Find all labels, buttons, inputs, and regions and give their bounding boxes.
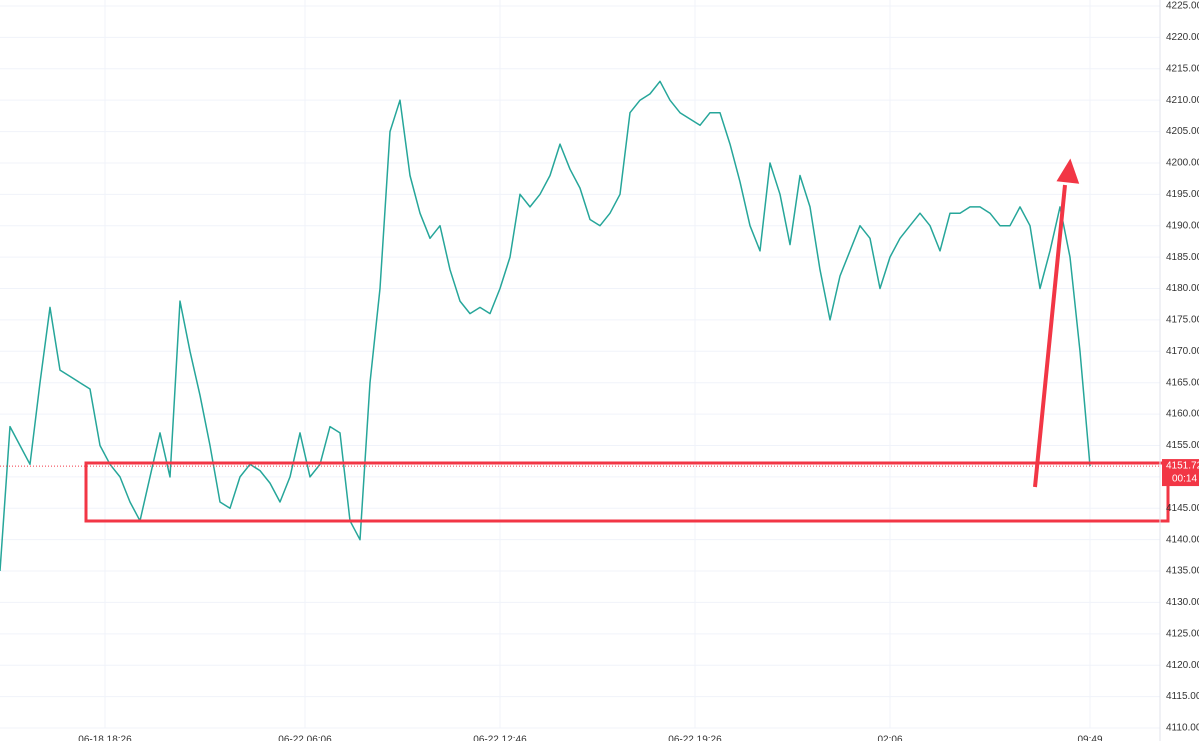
highlight-box: [84, 461, 1170, 523]
x-tick-label: 09:49: [1077, 735, 1102, 741]
y-tick-label: 4170.00: [1166, 346, 1199, 357]
arrow-head: [1056, 158, 1080, 184]
y-tick-label: 4175.00: [1166, 315, 1199, 326]
y-tick-label: 4155.00: [1166, 440, 1199, 451]
price-axis: 4110.00 4115.00 4120.00 4125.00 4130.00 4135.…: [78, 1, 1199, 741]
x-tick-label: 06-22 06:06: [278, 735, 332, 741]
y-tick-label: 4125.00: [1166, 628, 1199, 639]
y-tick-label: 4215.00: [1166, 63, 1199, 74]
y-tick-label: 4225.00: [1166, 1, 1199, 12]
x-tick-label: 06-22 19:26: [668, 735, 722, 741]
y-tick-label: 4200.00: [1166, 158, 1199, 169]
y-tick-label: 4210.00: [1166, 95, 1199, 106]
y-tick-label: 4195.00: [1166, 189, 1199, 200]
y-tick-label: 4190.00: [1166, 220, 1199, 231]
y-tick-label: 4130.00: [1166, 597, 1199, 608]
y-tick-label: 4120.00: [1166, 660, 1199, 671]
x-tick-label: 02:06: [877, 735, 902, 741]
x-tick-label: 06-22 12:46: [473, 735, 527, 741]
last-price-label: 4151.72: [1166, 461, 1199, 472]
y-tick-label: 4135.00: [1166, 566, 1199, 577]
last-price-badge: [1162, 459, 1199, 487]
y-tick-label: 4145.00: [1166, 503, 1199, 514]
plot: [0, 80, 1160, 572]
arrow-shaft: [1033, 184, 1067, 488]
y-tick-label: 4110.00: [1166, 723, 1199, 734]
y-tick-label: 4185.00: [1166, 252, 1199, 263]
y-tick-label: 4140.00: [1166, 534, 1199, 545]
y-tick-label: 4180.00: [1166, 283, 1199, 294]
y-tick-label: 4220.00: [1166, 32, 1199, 43]
y-tick-label: 4160.00: [1166, 409, 1199, 420]
y-tick-label: 4205.00: [1166, 126, 1199, 137]
price-line: [0, 80, 1091, 572]
y-tick-label: 4165.00: [1166, 377, 1199, 388]
countdown-label: 00:14: [1172, 474, 1197, 485]
x-tick-label: 06-18 18:26: [78, 735, 132, 741]
grid: [0, 0, 1160, 729]
y-tick-label: 4115.00: [1166, 691, 1199, 702]
